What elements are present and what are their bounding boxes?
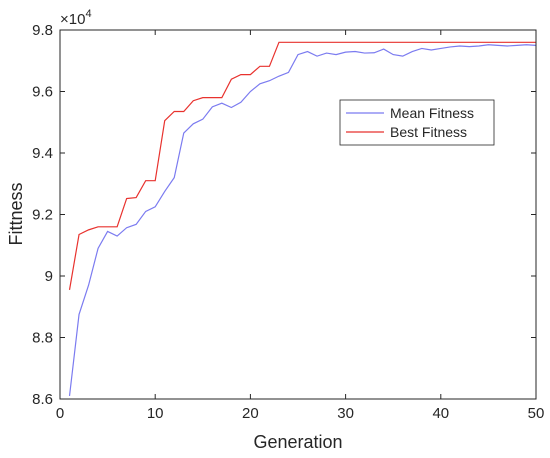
- y-tick-label: 8.6: [32, 391, 53, 408]
- legend: Mean Fitness Best Fitness: [339, 99, 495, 146]
- x-tick-label: 0: [56, 405, 64, 422]
- legend-label-best-fitness: Best Fitness: [390, 124, 467, 140]
- y-axis-label: Fittness: [6, 182, 26, 245]
- x-axis-label: Generation: [253, 432, 342, 452]
- x-tick-label: 10: [147, 405, 164, 422]
- x-axis: 0 10 20 30 40 50: [56, 30, 545, 422]
- series-line-best-fitness: [68, 41, 536, 290]
- series-line-mean-fitness: [68, 44, 537, 396]
- x-tick-label: 30: [337, 405, 354, 422]
- x-tick-label: 20: [242, 405, 259, 422]
- plot-area: [60, 30, 536, 399]
- series-layer: [68, 41, 537, 396]
- legend-box: [339, 99, 495, 146]
- y-tick-label: 9.8: [32, 22, 53, 39]
- exponent-power: 4: [85, 8, 91, 20]
- y-tick-label: 9.6: [32, 84, 53, 101]
- y-tick-label: 9: [45, 268, 53, 285]
- y-tick-label: 8.8: [32, 330, 53, 347]
- x-tick-label: 40: [432, 405, 449, 422]
- legend-label-mean-fitness: Mean Fitness: [390, 105, 474, 121]
- y-axis: 8.6 8.8 9 9.2 9.4 9.6 9.8: [32, 22, 536, 408]
- y-tick-label: 9.2: [32, 207, 53, 224]
- exponent-label: ×104: [60, 8, 92, 28]
- x-tick-label: 50: [528, 405, 545, 422]
- y-tick-label: 9.4: [32, 145, 53, 162]
